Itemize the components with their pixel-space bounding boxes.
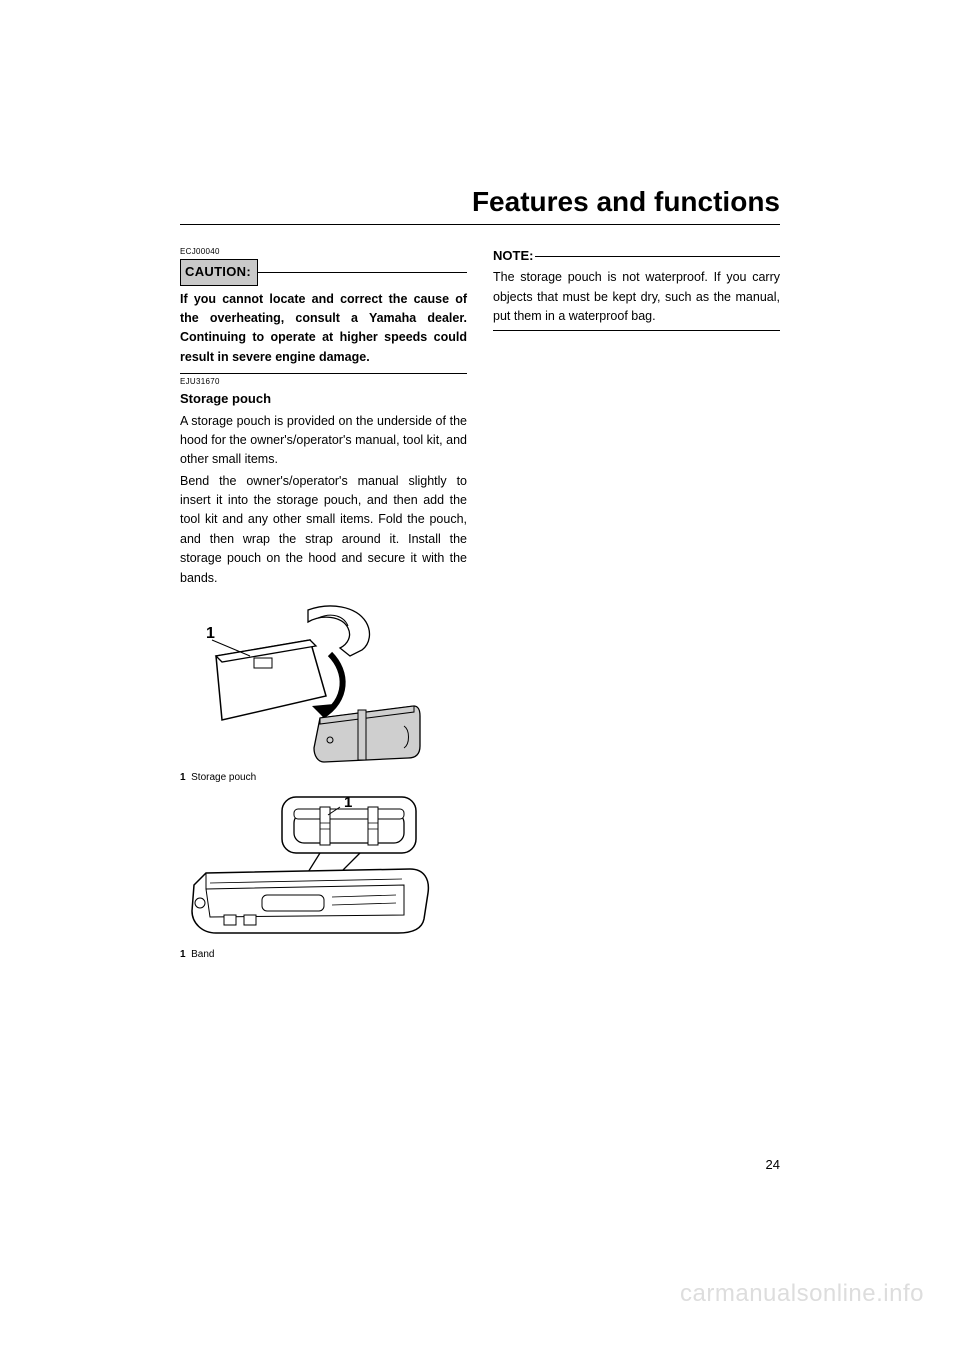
- page-header: Features and functions: [180, 186, 780, 218]
- figure2-callout-number: 1: [344, 794, 352, 811]
- watermark: carmanualsonline.info: [680, 1280, 924, 1308]
- figure1-caption-num: 1: [180, 772, 186, 783]
- header-rule: [180, 224, 780, 225]
- note-label: NOTE:: [493, 246, 535, 266]
- header-title: Features and functions: [472, 186, 780, 217]
- manual-page: Features and functions ECJ00040 CAUTION:…: [0, 0, 960, 1358]
- section-code: EJU31670: [180, 376, 467, 388]
- caution-header-rule: [258, 272, 467, 273]
- caution-text: If you cannot locate and correct the cau…: [180, 290, 467, 368]
- storage-pouch-illustration: 1: [180, 600, 426, 766]
- figure2-caption-num: 1: [180, 949, 186, 960]
- section-title: Storage pouch: [180, 389, 467, 409]
- note-header: NOTE:: [493, 246, 780, 266]
- band-illustration: 1: [180, 793, 434, 943]
- content-area: ECJ00040 CAUTION: If you cannot locate a…: [180, 246, 780, 969]
- figure1-caption: 1 Storage pouch: [180, 770, 467, 786]
- figure1-callout-number: 1: [206, 625, 215, 642]
- section-para1: A storage pouch is provided on the under…: [180, 412, 467, 470]
- caution-label: CAUTION:: [180, 259, 258, 285]
- note-text: The storage pouch is not waterproof. If …: [493, 268, 780, 326]
- figure2-caption: 1 Band: [180, 947, 467, 963]
- left-column: ECJ00040 CAUTION: If you cannot locate a…: [180, 246, 467, 969]
- figure-band: 1: [180, 793, 467, 943]
- page-number: 24: [766, 1157, 780, 1172]
- note-header-rule: [535, 256, 780, 257]
- figure2-caption-text: Band: [191, 949, 214, 960]
- caution-end-rule: [180, 373, 467, 374]
- figure1-caption-text: Storage pouch: [191, 772, 256, 783]
- note-end-rule: [493, 330, 780, 331]
- caution-code: ECJ00040: [180, 246, 467, 258]
- figure-storage-pouch: 1: [180, 600, 467, 766]
- right-column: NOTE: The storage pouch is not waterproo…: [493, 246, 780, 969]
- section-para2: Bend the owner's/operator's manual sligh…: [180, 472, 467, 588]
- caution-header: CAUTION:: [180, 259, 467, 285]
